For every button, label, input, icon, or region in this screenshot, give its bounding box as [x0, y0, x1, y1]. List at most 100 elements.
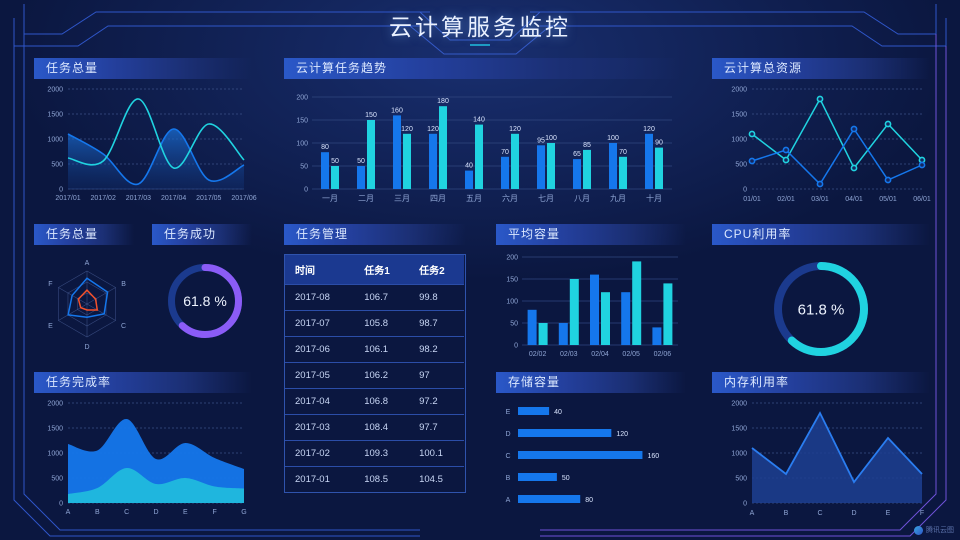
svg-text:02/01: 02/01 [777, 196, 795, 203]
svg-text:61.8 %: 61.8 % [798, 301, 845, 318]
table-cell: 106.2 [354, 362, 410, 389]
svg-text:1000: 1000 [731, 137, 747, 144]
svg-text:E: E [48, 323, 53, 330]
svg-text:A: A [506, 497, 511, 504]
svg-text:120: 120 [509, 126, 521, 133]
svg-text:05/01: 05/01 [879, 196, 897, 203]
svg-text:02/05: 02/05 [622, 351, 640, 358]
svg-text:500: 500 [51, 162, 63, 169]
svg-text:0: 0 [514, 343, 518, 350]
chart-total-resource[interactable]: 0 500 1000 1500 2000 01/01 02/01 03/01 04/01 05/0… [712, 79, 930, 219]
svg-text:120: 120 [616, 431, 628, 438]
svg-text:2000: 2000 [731, 87, 747, 94]
svg-text:61.8 %: 61.8 % [183, 293, 227, 309]
svg-text:2017/02: 2017/02 [91, 195, 116, 202]
panel-title-cpu-usage: CPU利用率 [712, 224, 930, 245]
table-col-1: 任务1 [354, 255, 410, 285]
table-row[interactable]: 2017-07 105.8 98.7 [285, 310, 464, 337]
chart-task-total-radar[interactable]: A B C D E F [34, 248, 140, 354]
svg-text:06/01: 06/01 [913, 196, 931, 203]
table-cell: 2017-07 [285, 310, 355, 337]
task-table-wrapper[interactable]: 时间 任务1 任务2 2017-08 106.7 99.8 2017-07 105.8 98.… [284, 254, 466, 493]
svg-text:九月: 九月 [610, 194, 626, 203]
svg-text:80: 80 [321, 144, 329, 151]
table-row[interactable]: 2017-04 106.8 97.2 [285, 388, 464, 415]
panel-task-manage: 任务管理 时间 任务1 任务2 2017-08 106.7 99.8 2017-07 105… [284, 224, 466, 493]
table-cell: 104.5 [409, 466, 464, 492]
chart-task-complete[interactable]: 0 500 1000 1500 2000 A B C D E F G [34, 393, 252, 533]
panel-title-task-complete: 任务完成率 [34, 372, 252, 393]
svg-text:五月: 五月 [466, 194, 482, 203]
svg-text:100: 100 [296, 141, 308, 148]
chart-task-total-line[interactable]: 0 500 1000 1500 2000 2017/01 2017/02 2017/03 201… [34, 79, 256, 219]
svg-text:2017/01: 2017/01 [55, 195, 80, 202]
panel-memory-usage: 内存利用率 0 500 1000 1500 2000 A B C D E F [712, 372, 930, 533]
svg-text:A: A [750, 510, 755, 517]
svg-text:120: 120 [643, 126, 655, 133]
table-col-0: 时间 [285, 255, 355, 285]
svg-text:2000: 2000 [731, 401, 747, 408]
panel-total-resource: 云计算总资源 0 500 1000 1500 2000 01/01 02/01 03/01 04… [712, 58, 931, 219]
table-cell: 97.7 [409, 414, 464, 441]
table-cell: 98.2 [409, 336, 464, 363]
chart-task-trend[interactable]: 0 50 100 150 200 一月 80 50 二月 50 150 三月 160 120 四月 120 18… [284, 79, 680, 219]
page-title: 云计算服务监控 [389, 14, 571, 40]
svg-text:F: F [48, 281, 52, 288]
table-row[interactable]: 2017-01 108.5 104.5 [285, 466, 464, 492]
svg-text:02/04: 02/04 [591, 351, 609, 358]
svg-text:二月: 二月 [358, 194, 374, 203]
svg-text:C: C [505, 453, 510, 460]
svg-text:1000: 1000 [47, 451, 63, 458]
table-cell: 2017-05 [285, 362, 355, 389]
svg-text:02/06: 02/06 [654, 351, 672, 358]
table-row[interactable]: 2017-08 106.7 99.8 [285, 284, 464, 311]
svg-text:1500: 1500 [47, 112, 63, 119]
svg-text:六月: 六月 [502, 193, 518, 203]
panel-title-total-resource: 云计算总资源 [712, 58, 930, 79]
svg-text:0: 0 [743, 501, 747, 508]
svg-text:十月: 十月 [646, 193, 662, 203]
svg-text:E: E [506, 409, 511, 416]
chart-storage-capacity[interactable]: E 40 D 120 C 160 B 50 A 80 [496, 393, 686, 533]
svg-text:F: F [213, 509, 217, 516]
svg-text:B: B [506, 475, 511, 482]
svg-text:E: E [886, 510, 891, 517]
chart-memory-usage[interactable]: 0 500 1000 1500 2000 A B C D E F [712, 393, 930, 533]
dashboard-header: 云计算服务监控 [0, 0, 960, 48]
panel-title-task-manage: 任务管理 [284, 224, 466, 245]
svg-text:B: B [784, 510, 789, 517]
svg-text:100: 100 [506, 299, 518, 306]
svg-text:150: 150 [365, 112, 377, 119]
table-cell: 99.8 [409, 284, 464, 311]
table-row[interactable]: 2017-02 109.3 100.1 [285, 440, 464, 467]
table-row[interactable]: 2017-03 108.4 97.7 [285, 414, 464, 441]
panel-cpu-usage: CPU利用率 61.8 % [712, 224, 930, 373]
chart-avg-capacity[interactable]: 0 50 100 150 200 02/02 02/03 02/04 02/05 02/06 [496, 245, 686, 371]
table-row[interactable]: 2017-06 106.1 98.2 [285, 336, 464, 363]
svg-text:500: 500 [735, 162, 747, 169]
svg-text:65: 65 [573, 151, 581, 158]
svg-text:D: D [851, 510, 856, 517]
svg-text:50: 50 [510, 321, 518, 328]
svg-text:95: 95 [537, 137, 545, 144]
svg-text:B: B [95, 509, 100, 516]
table-cell: 2017-02 [285, 440, 355, 467]
svg-text:100: 100 [545, 135, 557, 142]
svg-text:50: 50 [331, 158, 339, 165]
svg-text:一月: 一月 [322, 194, 338, 203]
table-row[interactable]: 2017-05 106.2 97 [285, 362, 464, 389]
svg-text:F: F [920, 510, 924, 517]
svg-text:2017/04: 2017/04 [161, 195, 186, 202]
svg-text:500: 500 [51, 476, 63, 483]
watermark-label: 腾讯云图 [926, 527, 954, 534]
svg-text:50: 50 [300, 164, 308, 171]
table-cell: 105.8 [354, 310, 410, 337]
watermark: 腾讯云图 [914, 525, 954, 535]
svg-text:85: 85 [583, 142, 591, 149]
panel-title-task-success: 任务成功 [152, 224, 252, 245]
chart-cpu-usage[interactable]: 61.8 % [712, 245, 930, 373]
svg-text:70: 70 [501, 149, 509, 156]
svg-text:E: E [183, 509, 188, 516]
svg-text:八月: 八月 [574, 194, 590, 203]
chart-task-success[interactable]: 61.8 % [152, 248, 258, 354]
